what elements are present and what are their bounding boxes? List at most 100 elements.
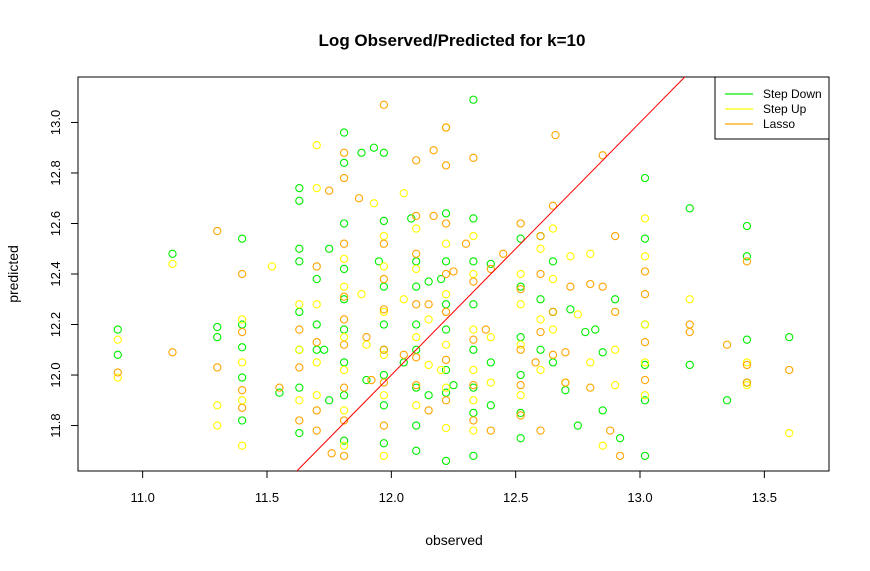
point-step-down <box>640 451 650 460</box>
chart-title: Log Observed/Predicted for k=10 <box>319 31 586 50</box>
point-step-up <box>379 350 389 359</box>
y-tick-label: 13.0 <box>48 110 63 135</box>
point-step-up <box>436 365 446 375</box>
point-step-up <box>113 373 122 382</box>
point-lasso <box>237 327 247 337</box>
point-step-up <box>362 340 371 349</box>
point-step-up <box>339 406 349 415</box>
point-step-down <box>295 383 304 392</box>
data-points <box>113 95 794 466</box>
point-lasso <box>610 307 620 317</box>
point-lasso <box>598 151 607 160</box>
point-step-down <box>339 391 349 400</box>
point-lasso <box>168 348 177 357</box>
point-lasso <box>486 426 495 435</box>
point-step-down <box>339 325 349 334</box>
point-lasso <box>469 416 478 425</box>
point-step-down <box>379 216 389 226</box>
point-step-up <box>312 300 321 309</box>
point-step-down <box>516 408 525 418</box>
point-lasso <box>339 451 349 460</box>
point-step-down <box>449 380 458 390</box>
point-step-down <box>312 345 321 354</box>
point-step-down <box>339 219 349 228</box>
point-step-up <box>441 423 451 433</box>
point-step-up <box>237 441 247 450</box>
point-step-up <box>424 360 433 370</box>
point-lasso <box>685 327 694 337</box>
point-lasso <box>566 282 575 291</box>
y-axis: 11.8 12.0 12.2 12.4 12.6 12.8 13.0 <box>48 110 79 438</box>
point-lasso <box>615 451 625 460</box>
point-lasso <box>640 338 650 347</box>
point-lasso <box>548 307 558 317</box>
point-step-down <box>237 343 247 352</box>
point-lasso <box>429 146 438 155</box>
point-lasso <box>379 305 389 314</box>
point-step-down <box>516 332 525 342</box>
point-step-down <box>412 383 421 392</box>
point-step-up <box>357 290 366 299</box>
point-step-down <box>441 325 451 334</box>
point-step-down <box>486 259 495 269</box>
point-step-up <box>379 262 389 271</box>
point-step-down <box>486 358 495 367</box>
point-lasso <box>424 300 433 309</box>
point-step-up <box>640 358 650 367</box>
point-lasso <box>237 269 247 279</box>
point-step-down <box>548 257 558 266</box>
point-lasso <box>327 449 336 458</box>
point-lasso <box>606 426 615 435</box>
point-step-up <box>339 254 349 263</box>
point-step-up <box>295 396 304 405</box>
point-step-down <box>237 373 247 382</box>
point-step-up <box>566 252 575 261</box>
point-step-up <box>412 264 421 274</box>
point-step-up <box>379 391 389 400</box>
point-lasso <box>640 267 650 276</box>
point-step-down <box>598 406 607 415</box>
point-step-down <box>561 386 570 395</box>
point-lasso <box>516 411 525 420</box>
point-lasso <box>561 378 570 387</box>
point-lasso <box>312 262 321 271</box>
point-step-down <box>640 360 650 370</box>
point-lasso <box>379 239 389 248</box>
point-lasso <box>561 348 570 357</box>
point-step-down <box>441 456 451 466</box>
point-lasso <box>379 378 389 387</box>
point-step-down <box>516 234 525 243</box>
point-step-down <box>295 196 304 205</box>
point-step-down <box>339 358 349 367</box>
point-lasso <box>339 383 349 392</box>
point-step-up <box>339 332 349 342</box>
point-lasso <box>685 320 694 329</box>
point-step-down <box>516 434 525 443</box>
point-step-down <box>640 396 650 405</box>
point-lasso <box>295 416 304 425</box>
point-step-down <box>312 274 321 284</box>
point-step-down <box>591 325 600 334</box>
point-step-down <box>548 358 558 367</box>
point-step-up <box>312 141 321 150</box>
y-tick-label: 12.2 <box>48 312 63 337</box>
point-step-up <box>237 315 247 324</box>
point-step-up <box>640 252 650 261</box>
point-step-down <box>412 446 421 455</box>
legend-label: Lasso <box>763 117 795 131</box>
reference-line <box>296 76 686 472</box>
point-step-down <box>237 416 247 425</box>
point-step-up <box>412 401 421 410</box>
point-step-down <box>722 396 732 405</box>
point-lasso <box>598 282 607 291</box>
point-lasso <box>548 350 558 359</box>
legend-box <box>714 76 830 140</box>
point-step-up <box>469 365 478 375</box>
point-step-up <box>441 383 451 392</box>
point-step-up <box>573 310 582 319</box>
point-step-up <box>516 300 525 309</box>
point-step-up <box>610 380 620 390</box>
point-step-up <box>312 358 321 367</box>
point-lasso <box>481 325 490 334</box>
